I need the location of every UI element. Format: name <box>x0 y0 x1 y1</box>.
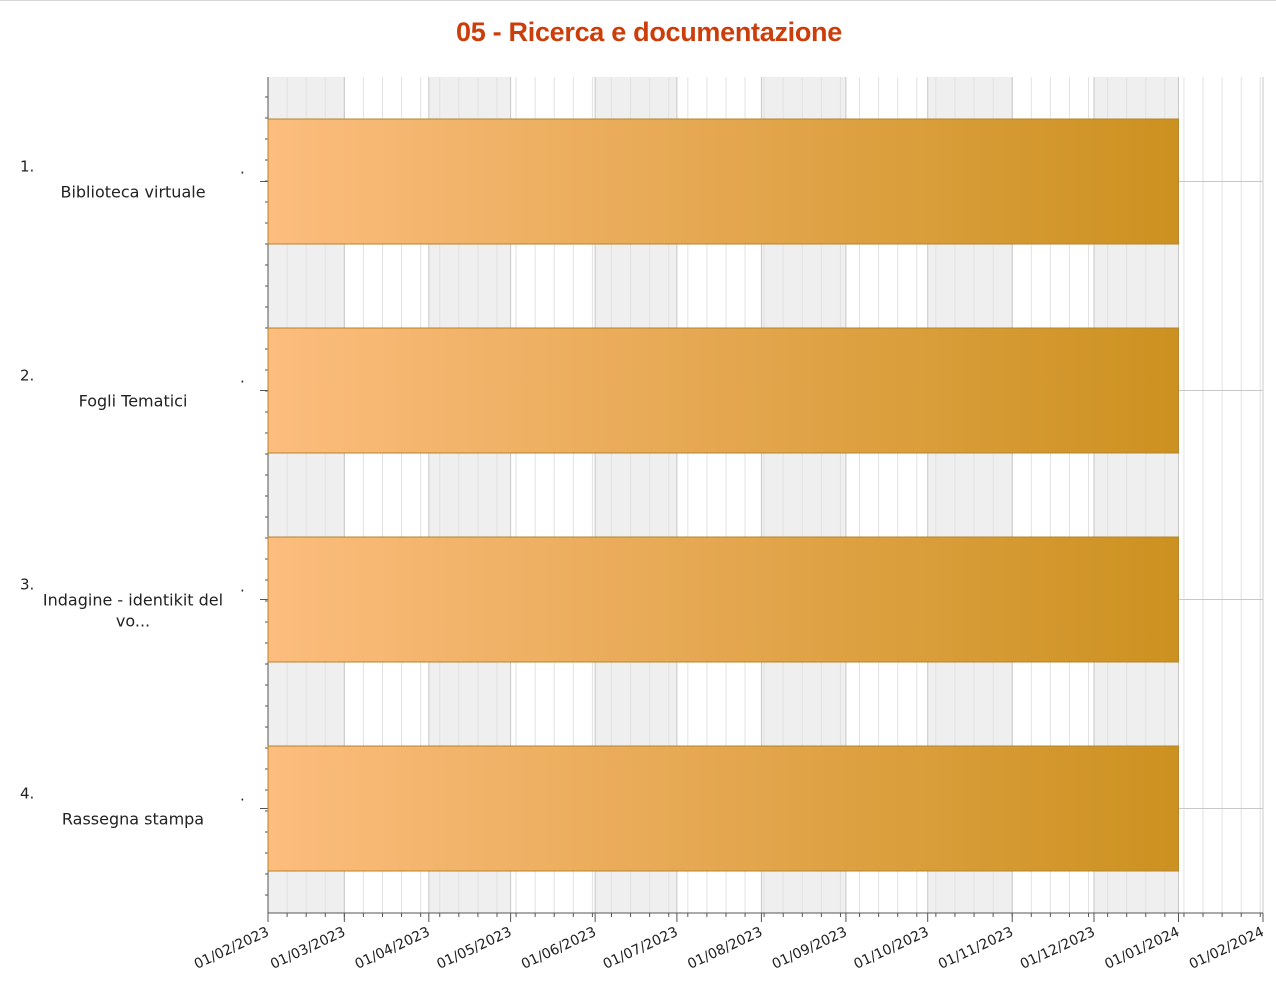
x-tick-label: 01/03/2023 <box>268 924 348 973</box>
x-tick-label: 01/01/2024 <box>1102 924 1182 973</box>
task-number: 3. <box>20 576 34 594</box>
x-tick-label: 01/10/2023 <box>851 924 931 973</box>
task-label: Rassegna stampa <box>62 810 204 829</box>
task-label-continued: vo... <box>116 612 150 631</box>
x-tick-label: 01/08/2023 <box>685 924 765 973</box>
x-tick-label: 01/04/2023 <box>353 924 433 973</box>
task-label: Biblioteca virtuale <box>60 183 205 202</box>
task-bar <box>267 118 1179 245</box>
task-number: 4. <box>20 785 34 803</box>
task-bar <box>267 745 1179 872</box>
x-tick-label: 01/02/2023 <box>192 924 272 973</box>
task-labels: 1. . Biblioteca virtuale 2. . Fogli Tematici 3… <box>20 158 245 829</box>
x-tick-label: 01/05/2023 <box>434 924 514 973</box>
task-dot: . <box>240 578 245 596</box>
chart-title: 05 - Ricerca e documentazione <box>456 17 842 47</box>
task-bars <box>267 118 1179 872</box>
x-tick-label: 01/02/2024 <box>1187 924 1267 973</box>
task-dot: . <box>240 160 245 178</box>
x-tick-label: 01/12/2023 <box>1018 924 1098 973</box>
task-number: 2. <box>20 367 34 385</box>
task-label: Indagine - identikit del <box>43 591 223 610</box>
task-bar <box>267 327 1179 454</box>
task-number: 1. <box>20 158 34 176</box>
x-tick-label: 01/11/2023 <box>936 924 1016 973</box>
task-dot: . <box>240 787 245 805</box>
task-label: Fogli Tematici <box>79 392 188 411</box>
x-tick-label: 01/09/2023 <box>770 924 850 973</box>
x-tick-label: 01/07/2023 <box>601 924 681 973</box>
task-bar <box>267 536 1179 663</box>
task-dot: . <box>240 369 245 387</box>
x-tick-label: 01/06/2023 <box>519 924 599 973</box>
